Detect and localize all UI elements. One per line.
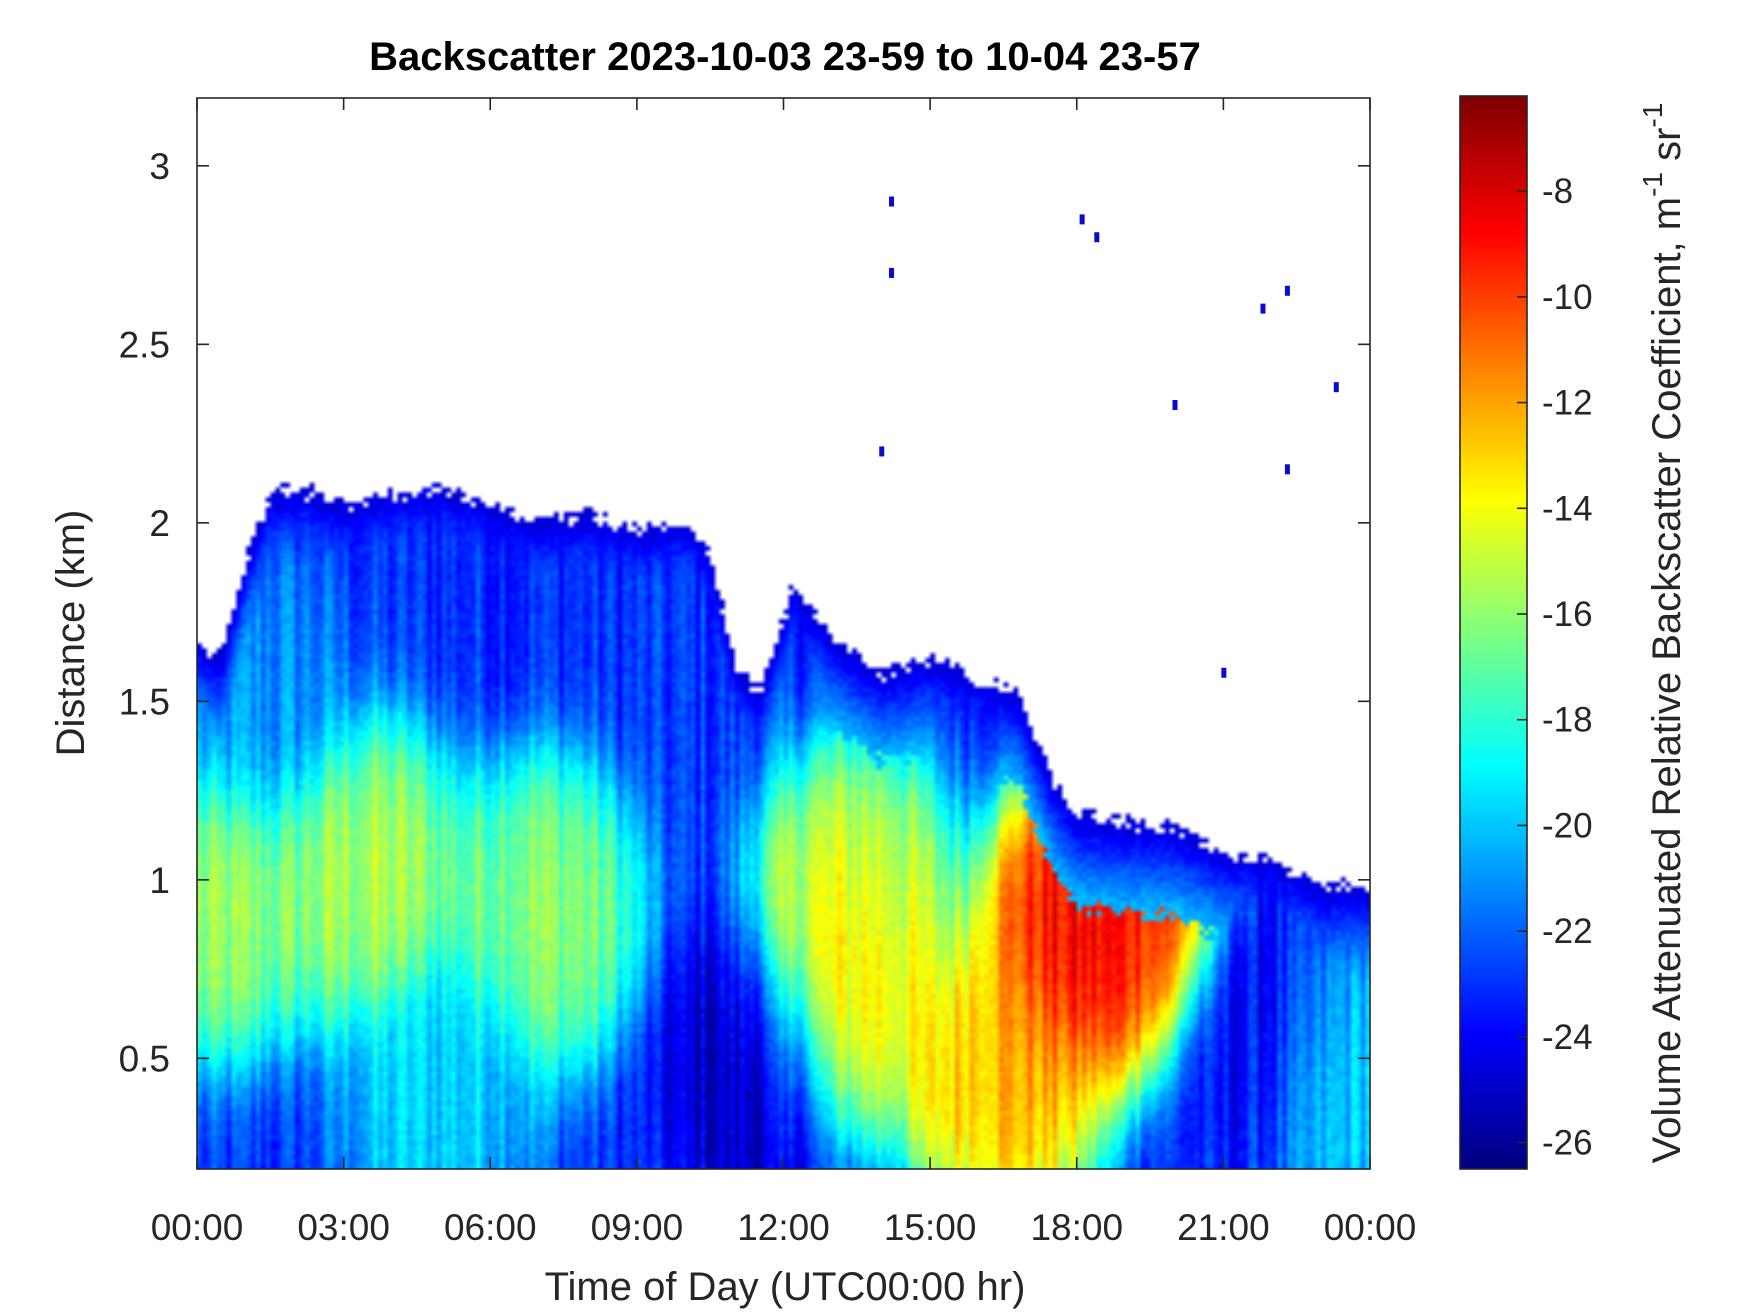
x-tick-label: 21:00 [1177,1207,1270,1248]
isolated-return-point [1333,382,1339,393]
x-tick-label: 00:00 [1324,1207,1417,1248]
backscatter-heatmap [197,98,1370,1169]
y-tick-label: 3 [149,146,170,187]
y-tick-label: 1 [149,860,170,901]
y-axis-label: Distance (km) [49,510,93,757]
colorbar-frame [1459,95,1528,1170]
isolated-return-point [1079,214,1085,225]
x-tick-label: 18:00 [1030,1207,1123,1248]
isolated-return-point [1094,232,1100,243]
colorbar-tick-label: -24 [1542,1018,1593,1057]
colorbar-tick-label: -20 [1542,806,1593,845]
isolated-return-point [889,267,895,278]
colorbar-tick-label: -8 [1542,172,1573,211]
colorbar-ticks: -26 -24 -22 -20 -18 -16 -14 -12 -10 -8 [1517,172,1593,1163]
isolated-return-point [1172,400,1178,411]
x-tick-label: 03:00 [297,1207,390,1248]
isolated-return-point [1284,285,1290,296]
y-tick-label: 2 [149,503,170,544]
y-tick-label: 0.5 [119,1038,170,1079]
x-axis-label: Time of Day (UTC00:00 hr) [545,1265,1026,1309]
colorbar-tick-label: -22 [1542,912,1593,951]
x-axis-ticks: 00:00 03:00 06:00 09:00 12:00 15:00 18:00 21:00… [151,98,1417,1248]
isolated-return-point [1221,667,1227,678]
plot-area [196,97,1371,1170]
colorbar-tick-label: -14 [1542,489,1593,528]
colorbar-tick-label: -26 [1542,1124,1593,1163]
colorbar-gradient [1460,96,1527,1169]
isolated-return-point [1260,303,1266,314]
x-tick-label: 00:00 [151,1207,244,1248]
chart-title: Backscatter 2023-10-03 23-59 to 10-04 23… [369,35,1201,79]
colorbar-label-main: Volume Attenuated Relative Backscatter C… [1645,197,1689,1163]
colorbar-label-exp1: -1 [1637,172,1668,197]
colorbar-label-sr: sr [1645,128,1689,172]
x-tick-label: 06:00 [444,1207,537,1248]
colorbar-label-exp2: -1 [1637,103,1668,128]
colorbar-tick-label: -16 [1542,595,1593,634]
y-tick-label: 2.5 [119,324,170,365]
x-tick-label: 09:00 [591,1207,684,1248]
colorbar: -26 -24 -22 -20 -18 -16 -14 -12 -10 -8 Volume Att… [1459,95,1689,1170]
colorbar-label: Volume Attenuated Relative Backscatter C… [1637,103,1689,1164]
colorbar-tick-label: -12 [1542,384,1593,423]
x-tick-label: 12:00 [737,1207,830,1248]
x-tick-label: 15:00 [884,1207,977,1248]
isolated-return-point [1284,464,1290,475]
colorbar-tick-label: -18 [1542,701,1593,740]
colorbar-tick-label: -10 [1542,278,1593,317]
isolated-return-point [879,446,885,457]
isolated-returns [879,196,1339,678]
y-tick-label: 1.5 [119,681,170,722]
y-axis-ticks: 0.5 1 1.5 2 2.5 3 [119,146,1370,1079]
isolated-return-point [889,196,895,207]
